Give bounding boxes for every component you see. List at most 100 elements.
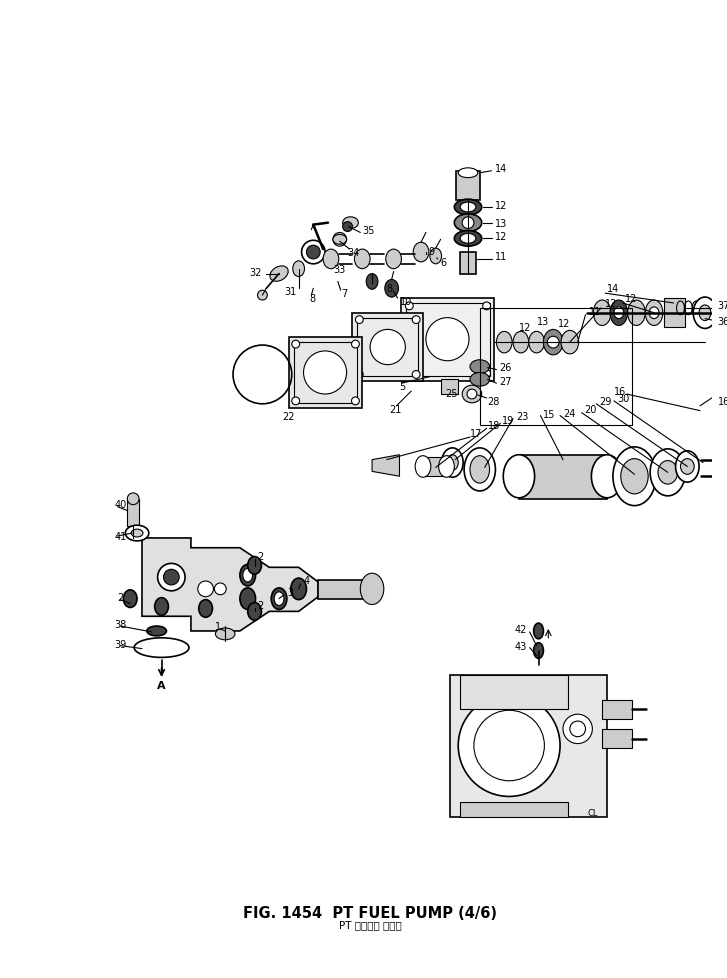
Ellipse shape: [694, 297, 717, 329]
Circle shape: [292, 340, 300, 348]
Ellipse shape: [415, 456, 431, 477]
Ellipse shape: [658, 461, 678, 484]
Text: 12: 12: [558, 318, 571, 329]
Text: 9: 9: [429, 246, 435, 257]
Ellipse shape: [458, 168, 478, 178]
Circle shape: [406, 302, 413, 310]
Ellipse shape: [454, 214, 482, 232]
Ellipse shape: [534, 624, 543, 640]
Text: 11: 11: [590, 306, 602, 317]
Ellipse shape: [147, 627, 166, 637]
Text: 20: 20: [585, 404, 597, 415]
Ellipse shape: [302, 241, 325, 264]
Circle shape: [483, 302, 491, 310]
Bar: [602, 730, 632, 749]
Text: 21: 21: [390, 404, 402, 415]
Bar: [451, 676, 607, 818]
Ellipse shape: [649, 307, 659, 319]
Text: 13: 13: [494, 218, 507, 229]
Ellipse shape: [342, 217, 358, 229]
Ellipse shape: [240, 589, 256, 610]
Ellipse shape: [621, 459, 648, 495]
Text: 27: 27: [499, 377, 512, 387]
Ellipse shape: [680, 459, 694, 474]
Circle shape: [483, 370, 491, 378]
Circle shape: [304, 351, 347, 394]
Text: 12: 12: [519, 323, 531, 333]
Ellipse shape: [274, 593, 284, 606]
Ellipse shape: [323, 249, 339, 269]
Ellipse shape: [529, 332, 545, 353]
Text: 8: 8: [310, 293, 316, 304]
Bar: [423, 457, 446, 476]
Text: 26: 26: [499, 362, 512, 373]
Bar: [127, 500, 139, 527]
Ellipse shape: [513, 332, 529, 353]
Text: 12: 12: [605, 298, 617, 309]
Text: 19: 19: [502, 416, 515, 426]
Circle shape: [370, 330, 406, 365]
Text: 32: 32: [249, 267, 262, 278]
Ellipse shape: [342, 222, 353, 232]
Text: 16: 16: [718, 396, 727, 407]
Bar: [289, 337, 362, 408]
Ellipse shape: [534, 644, 543, 659]
Bar: [401, 298, 494, 381]
Ellipse shape: [675, 451, 699, 482]
Bar: [460, 252, 476, 274]
Circle shape: [412, 371, 420, 378]
Ellipse shape: [293, 261, 305, 277]
Ellipse shape: [497, 332, 512, 353]
Ellipse shape: [125, 526, 149, 542]
Ellipse shape: [646, 300, 663, 326]
Bar: [457, 171, 480, 200]
Text: 14: 14: [607, 284, 619, 294]
Ellipse shape: [446, 455, 458, 470]
Ellipse shape: [627, 300, 646, 326]
Bar: [406, 303, 489, 377]
Ellipse shape: [430, 248, 441, 264]
Text: 2: 2: [118, 592, 124, 602]
Bar: [519, 455, 607, 500]
Polygon shape: [142, 539, 318, 632]
Text: 30: 30: [616, 393, 629, 404]
Text: 43: 43: [515, 641, 527, 651]
Ellipse shape: [386, 249, 401, 269]
Text: 3: 3: [287, 587, 293, 598]
Text: 39: 39: [115, 639, 126, 649]
Circle shape: [164, 570, 179, 586]
Bar: [664, 298, 686, 328]
Ellipse shape: [614, 307, 624, 319]
Ellipse shape: [240, 565, 256, 587]
Ellipse shape: [355, 249, 370, 269]
Ellipse shape: [591, 455, 623, 499]
Ellipse shape: [124, 591, 137, 608]
Text: 29: 29: [599, 396, 611, 407]
Text: 24: 24: [563, 408, 575, 419]
Ellipse shape: [454, 231, 482, 246]
Text: 5: 5: [399, 381, 406, 392]
Ellipse shape: [438, 456, 454, 477]
Text: 33: 33: [333, 264, 345, 275]
Ellipse shape: [462, 385, 482, 403]
Ellipse shape: [610, 300, 627, 326]
Text: 17: 17: [470, 428, 482, 439]
Bar: [294, 342, 358, 403]
Ellipse shape: [460, 234, 476, 244]
Text: 6: 6: [441, 257, 446, 268]
Ellipse shape: [470, 373, 489, 386]
Text: 36: 36: [718, 316, 727, 327]
Ellipse shape: [561, 331, 579, 354]
Ellipse shape: [155, 599, 169, 616]
Text: 41: 41: [115, 531, 126, 542]
Circle shape: [352, 340, 359, 348]
Ellipse shape: [593, 300, 611, 326]
Text: 22: 22: [282, 411, 294, 422]
Ellipse shape: [307, 245, 320, 259]
Circle shape: [563, 715, 593, 744]
Text: 31: 31: [284, 287, 296, 297]
Ellipse shape: [243, 569, 252, 583]
Ellipse shape: [547, 336, 559, 348]
Text: 38: 38: [115, 619, 126, 630]
Ellipse shape: [460, 202, 476, 212]
